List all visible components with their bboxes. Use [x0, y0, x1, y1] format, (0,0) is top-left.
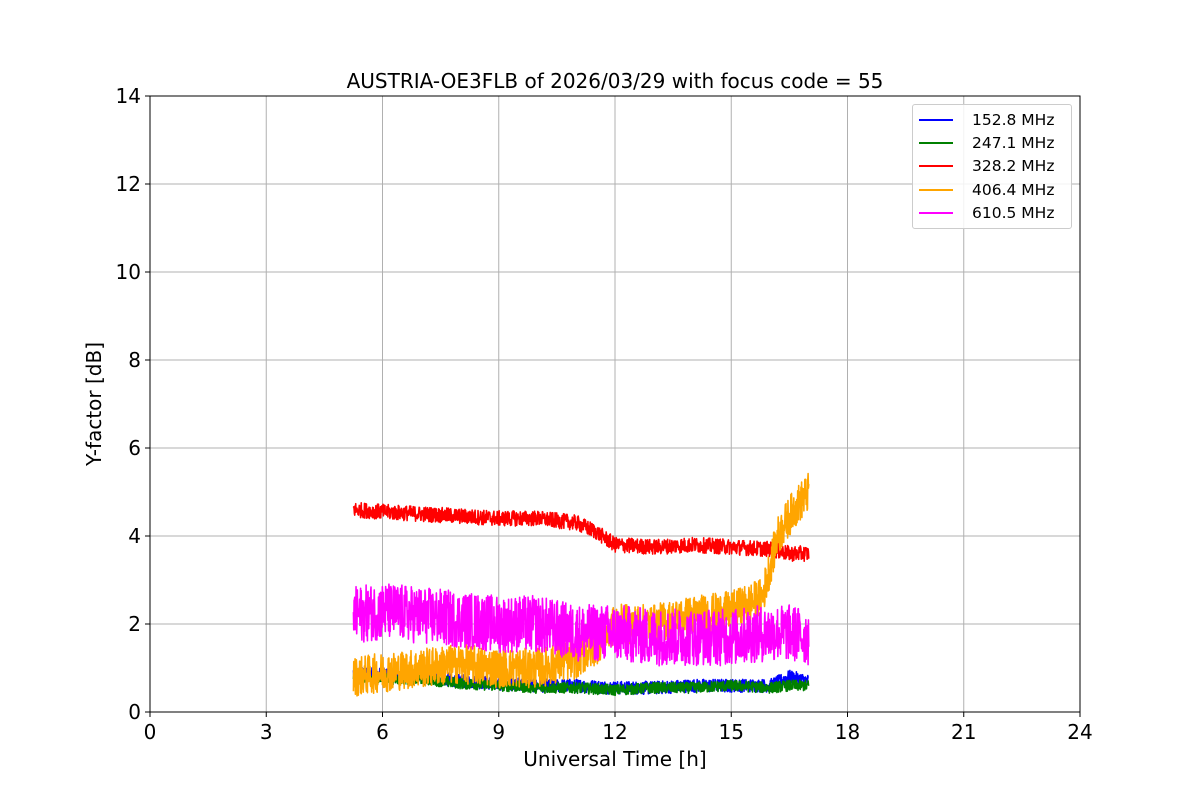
y-tick-label: 10	[116, 260, 141, 284]
legend-swatch	[919, 141, 953, 144]
plot-area	[352, 472, 810, 697]
legend-label: 610.5 MHz	[972, 203, 1055, 222]
x-tick-label: 0	[144, 720, 157, 744]
x-tick-label: 18	[835, 720, 860, 744]
series-line-3	[352, 472, 810, 697]
x-tick-label: 6	[376, 720, 389, 744]
series-line-2	[352, 502, 810, 562]
x-tick-label: 12	[602, 720, 627, 744]
y-axis-ticks: 0 2 4 6 8 10 12 14	[116, 84, 150, 724]
y-tick-label: 6	[128, 436, 141, 460]
legend-item: 328.2 MHz	[913, 155, 1071, 178]
y-tick-label: 14	[116, 84, 141, 108]
x-tick-label: 3	[260, 720, 273, 744]
legend-label: 247.1 MHz	[972, 133, 1055, 152]
legend-label: 152.8 MHz	[972, 110, 1055, 129]
series-line-1	[352, 670, 810, 697]
y-tick-label: 4	[128, 524, 141, 548]
legend-item: 610.5 MHz	[913, 201, 1071, 224]
x-axis-ticks: 0 3 6 9 12 15 18 21 24	[144, 712, 1093, 744]
y-tick-label: 12	[116, 172, 141, 196]
x-tick-label: 21	[951, 720, 976, 744]
legend-label: 406.4 MHz	[972, 180, 1055, 199]
y-tick-label: 0	[128, 700, 141, 724]
series-line-4	[352, 583, 810, 667]
legend-label: 328.2 MHz	[972, 157, 1055, 176]
chart-legend: 152.8 MHz 247.1 MHz 328.2 MHz 406.4 MHz 610.…	[912, 104, 1072, 230]
legend-swatch	[919, 211, 953, 214]
x-tick-label: 9	[492, 720, 505, 744]
x-tick-label: 24	[1067, 720, 1092, 744]
chart-title: AUSTRIA-OE3FLB of 2026/03/29 with focus …	[347, 69, 884, 93]
legend-item: 152.8 MHz	[913, 108, 1071, 131]
legend-item: 247.1 MHz	[913, 131, 1071, 154]
y-tick-label: 8	[128, 348, 141, 372]
x-axis-label: Universal Time [h]	[523, 747, 706, 771]
y-axis-label: Y-factor [dB]	[82, 342, 106, 467]
x-tick-label: 15	[719, 720, 744, 744]
legend-swatch	[919, 188, 953, 191]
legend-item: 406.4 MHz	[913, 178, 1071, 201]
y-tick-label: 2	[128, 612, 141, 636]
legend-swatch	[919, 165, 953, 168]
legend-swatch	[919, 118, 953, 121]
